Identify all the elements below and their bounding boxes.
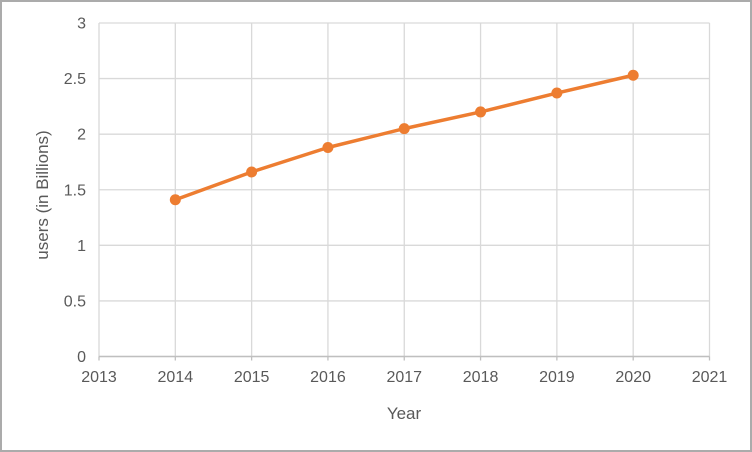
x-tick-label: 2020 (615, 369, 651, 386)
tick-labels: 0 0.5 1 1.5 2 2.5 3 2013 2014 2015 2016 2017 2018 201… (64, 16, 728, 387)
data-point-2016 (322, 142, 334, 154)
y-tick-label: 3 (77, 16, 86, 33)
data-series (169, 69, 639, 206)
y-tick-label: 2.5 (64, 71, 86, 88)
x-tick-label: 2015 (234, 369, 270, 386)
data-point-2018 (475, 106, 487, 118)
x-tick-label: 2014 (158, 369, 194, 386)
data-point-2017 (398, 123, 410, 135)
y-tick-label: 1 (77, 238, 86, 255)
gridlines (98, 22, 711, 358)
x-tick-label: 2016 (310, 369, 346, 386)
y-tick-label: 2 (77, 127, 86, 144)
x-axis-title: Year (387, 404, 422, 423)
x-tick-label: 2017 (386, 369, 422, 386)
data-point-2020 (627, 69, 639, 81)
y-axis-title: users (in Billions) (33, 130, 52, 259)
x-tick-label: 2013 (81, 369, 117, 386)
y-tick-label: 0 (77, 349, 86, 366)
x-tick-label: 2019 (539, 369, 575, 386)
x-tick-label: 2018 (463, 369, 499, 386)
x-tick-label: 2021 (692, 369, 728, 386)
y-tick-label: 1.5 (64, 182, 86, 199)
y-tick-label: 0.5 (64, 293, 86, 310)
data-point-2014 (169, 194, 181, 206)
data-point-2019 (551, 87, 563, 99)
axis-lines (98, 355, 711, 361)
data-point-2015 (246, 166, 258, 178)
